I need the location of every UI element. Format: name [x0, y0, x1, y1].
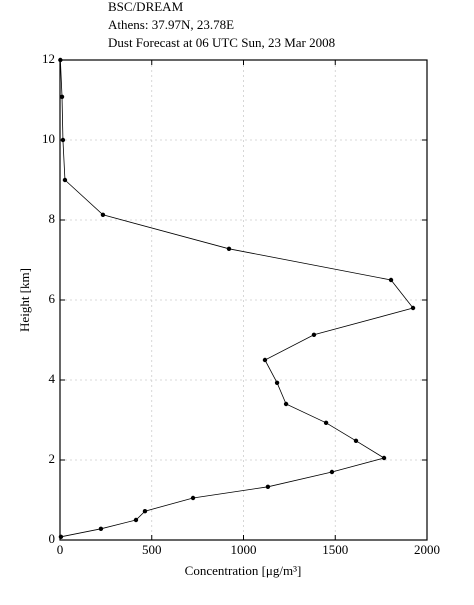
- data-point: [58, 534, 64, 539]
- data-point: [98, 526, 104, 531]
- data-point: [226, 246, 232, 251]
- data-point: [274, 380, 280, 385]
- chart-subtitle: Athens: 37.97N, 23.78E: [108, 17, 234, 32]
- y-tick-label: 2: [49, 451, 56, 466]
- y-tick-label: 4: [49, 371, 56, 386]
- data-point: [388, 277, 394, 283]
- data-point: [381, 455, 387, 461]
- data-point: [60, 137, 66, 143]
- plot-frame: [59, 59, 428, 541]
- data-point: [100, 212, 106, 217]
- data-point: [133, 517, 139, 523]
- data-point: [265, 484, 271, 489]
- x-tick-label: 1000: [231, 542, 257, 557]
- data-point: [283, 401, 289, 407]
- data-point: [329, 469, 335, 475]
- y-tick-label: 8: [49, 211, 56, 226]
- data-point: [353, 438, 359, 443]
- x-axis-label: Concentration [μg/m³]: [185, 563, 302, 578]
- data-point: [311, 332, 317, 337]
- x-tick-label: 2000: [414, 542, 440, 557]
- x-tick-label: 500: [142, 542, 162, 557]
- data-point: [410, 305, 416, 311]
- chart-subtitle: Dust Forecast at 06 UTC Sun, 23 Mar 2008: [108, 35, 335, 50]
- chart-title: BSC/DREAM: [108, 0, 184, 14]
- x-tick-label: 1500: [322, 542, 348, 557]
- data-point: [262, 357, 268, 363]
- y-tick-label: 10: [42, 131, 55, 146]
- x-tick-label: 0: [57, 542, 64, 557]
- data-point: [142, 509, 148, 514]
- data-point: [190, 495, 196, 501]
- data-point: [59, 94, 65, 100]
- data-point: [62, 177, 68, 183]
- y-tick-label: 6: [49, 291, 56, 306]
- data-line: [59, 59, 414, 538]
- y-axis-label: Height [km]: [17, 268, 32, 332]
- y-tick-label: 0: [49, 531, 56, 546]
- data-point: [323, 420, 329, 425]
- y-tick-label: 12: [42, 51, 55, 66]
